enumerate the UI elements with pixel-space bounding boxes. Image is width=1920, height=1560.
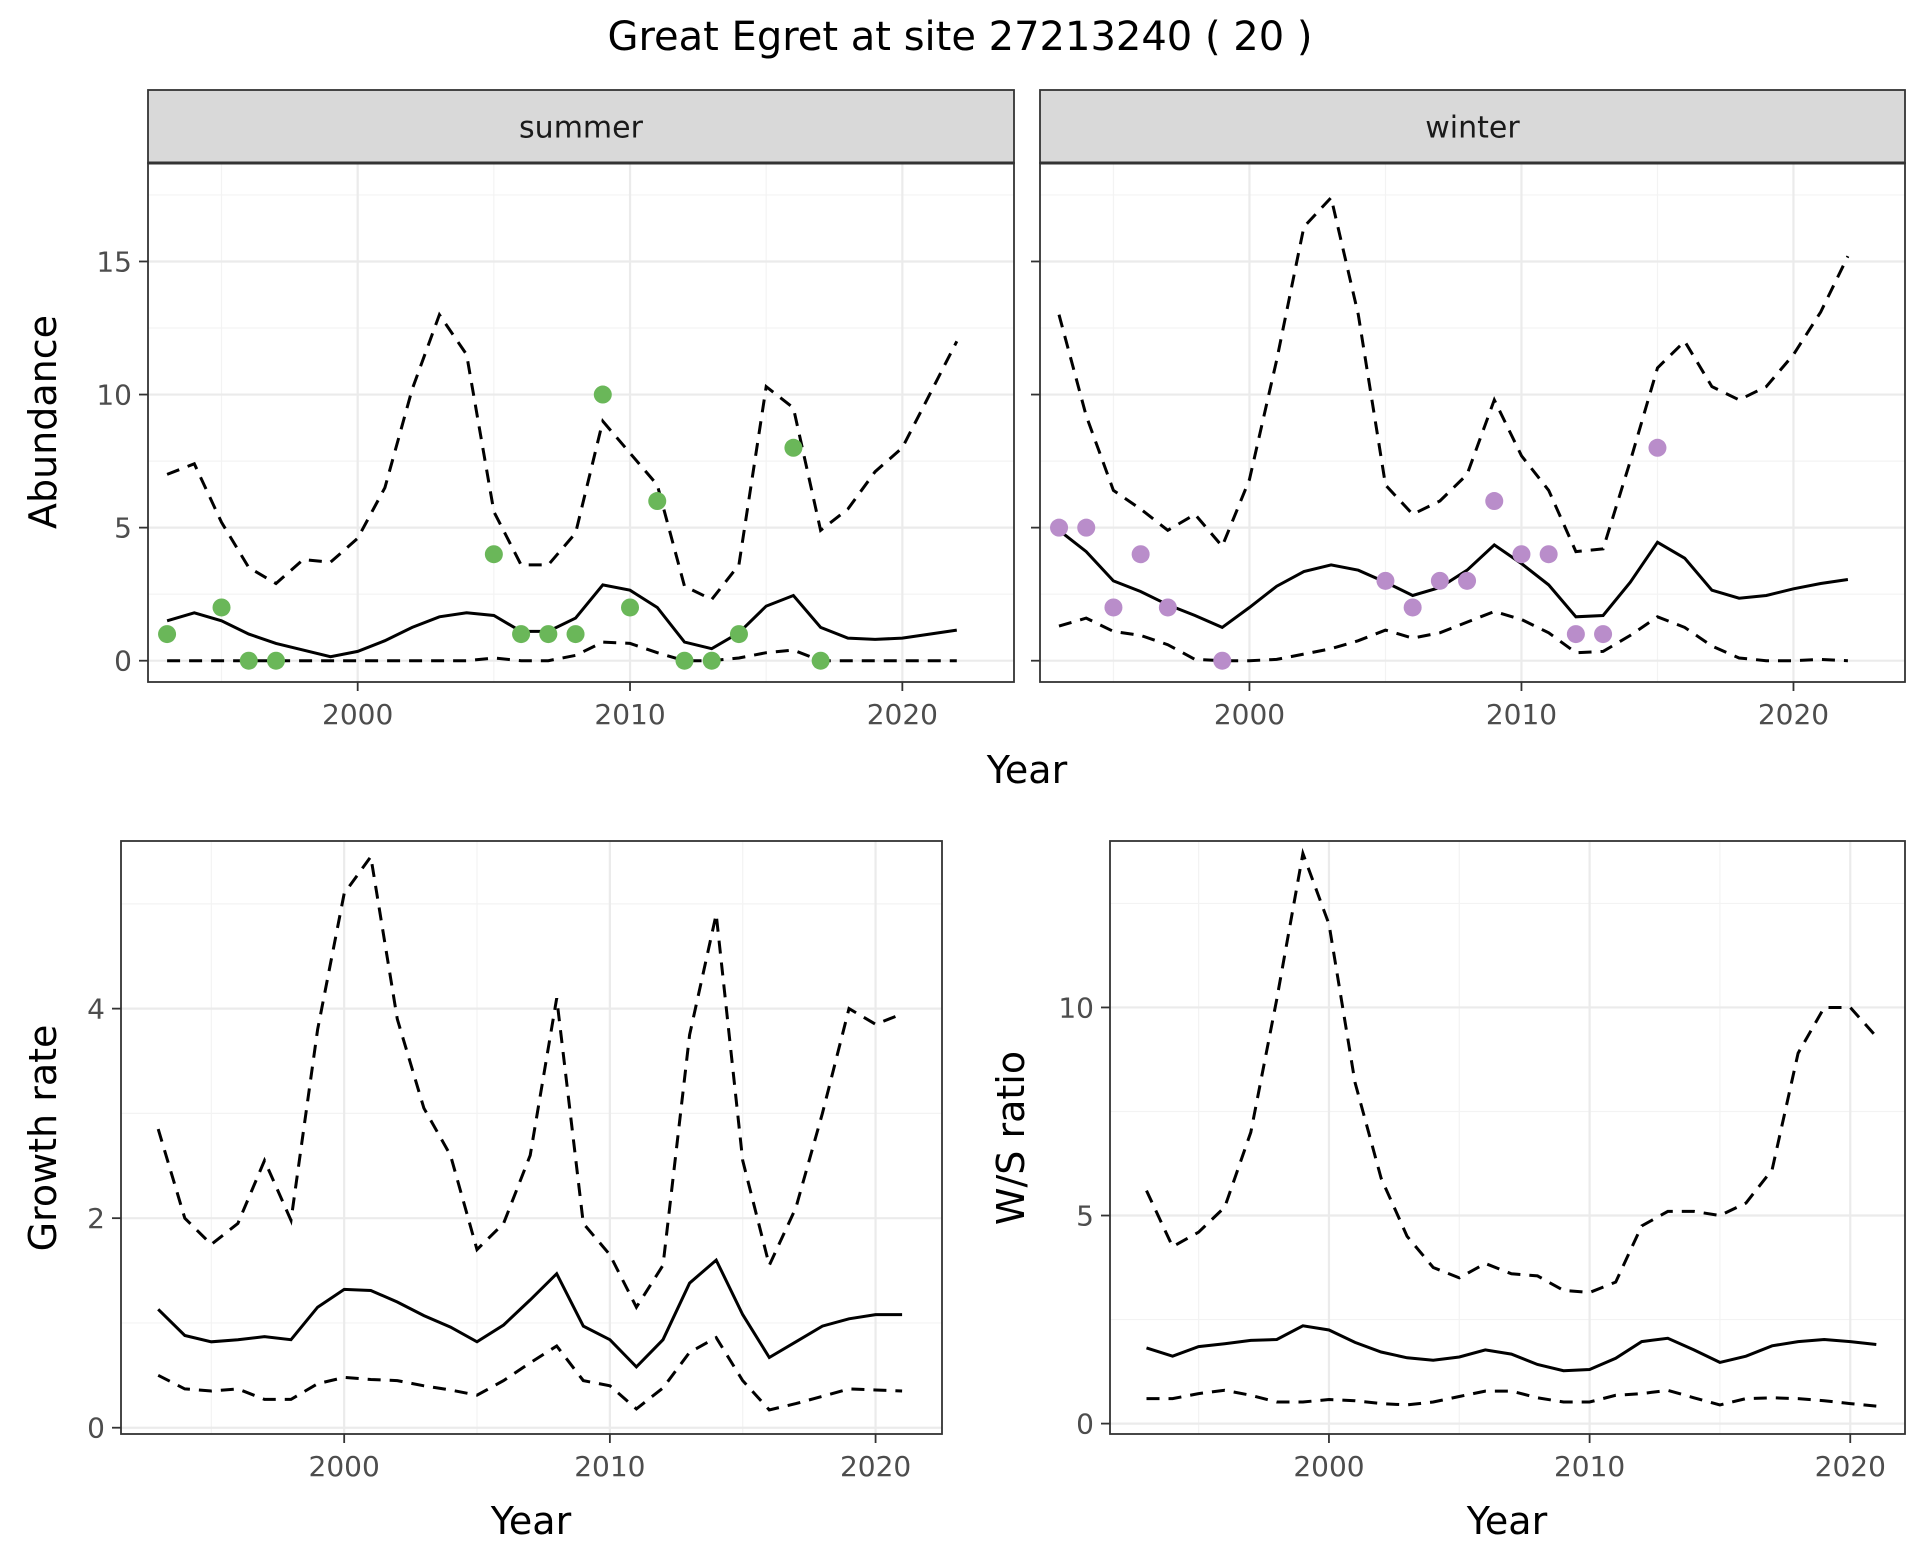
x-tick-label: 2010 xyxy=(594,698,665,731)
data-point xyxy=(1594,625,1613,644)
data-point xyxy=(212,598,231,617)
panel-border xyxy=(120,840,943,1435)
data-point xyxy=(1430,571,1449,590)
data-point xyxy=(1485,492,1504,511)
data-point xyxy=(1213,651,1232,670)
data-point xyxy=(1458,571,1477,590)
series-line-mean xyxy=(157,1257,903,1370)
y-axis-title: W/S ratio xyxy=(989,1051,1033,1225)
series-line-lower xyxy=(1058,609,1848,663)
data-point xyxy=(1158,598,1177,617)
data-point xyxy=(1539,545,1558,564)
data-point xyxy=(1077,518,1096,537)
y-tick-label: 15 xyxy=(96,245,132,278)
panel-abundance-summer: summer 2000 2010 2020 0 5 10 15 Abundance xyxy=(21,89,1015,731)
x-axis-title: Year xyxy=(490,1499,572,1543)
series-line-upper xyxy=(156,852,903,1311)
x-tick-label: 2000 xyxy=(1293,1450,1364,1483)
data-point xyxy=(702,651,721,670)
data-point xyxy=(621,598,640,617)
data-point xyxy=(1376,571,1395,590)
series-line-mean xyxy=(166,583,958,659)
x-tick-label: 2010 xyxy=(1486,698,1557,731)
data-point xyxy=(566,625,585,644)
series-line-lower xyxy=(157,1335,903,1412)
data-point xyxy=(675,651,694,670)
panel-border xyxy=(1109,840,1906,1435)
data-point xyxy=(1566,625,1585,644)
data-point xyxy=(1050,518,1069,537)
panel-growth-rate: 2000 2010 2020 0 2 4 Growth rate Year xyxy=(21,840,943,1543)
x-tick-label: 2020 xyxy=(1758,698,1829,731)
data-point xyxy=(484,545,503,564)
facet-strip-label: summer xyxy=(519,111,644,146)
facet-strip xyxy=(147,89,1015,164)
data-point xyxy=(539,625,558,644)
series-line-mean xyxy=(1058,529,1849,630)
series-line-upper xyxy=(1145,847,1878,1295)
y-tick-label: 5 xyxy=(1076,1200,1094,1233)
x-tick-label: 2010 xyxy=(1554,1450,1625,1483)
y-tick-label: 4 xyxy=(87,993,105,1026)
data-point xyxy=(1104,598,1123,617)
data-point xyxy=(811,651,830,670)
data-point xyxy=(648,492,667,511)
series-line-upper xyxy=(166,311,959,602)
data-point xyxy=(1403,598,1422,617)
x-axis-title-top: Year xyxy=(986,748,1068,792)
y-tick-label: 0 xyxy=(87,1412,105,1445)
data-point xyxy=(158,625,177,644)
data-point xyxy=(729,625,748,644)
facet-strip xyxy=(1039,89,1906,164)
y-axis-title: Growth rate xyxy=(21,1025,65,1252)
data-point xyxy=(1512,545,1531,564)
series-line-upper xyxy=(1057,194,1850,554)
data-point xyxy=(1131,545,1150,564)
series-line-lower xyxy=(1146,1388,1877,1408)
panel-abundance-winter: winter 2000 2010 2020 xyxy=(1031,89,1906,731)
x-tick-label: 2020 xyxy=(1815,1450,1886,1483)
y-tick-label: 0 xyxy=(1076,1408,1094,1441)
data-point xyxy=(266,651,285,670)
panel-ws-ratio: 2000 2010 2020 0 5 10 W/S ratio Year xyxy=(989,840,1906,1543)
x-tick-label: 2000 xyxy=(1214,698,1285,731)
x-tick-label: 2000 xyxy=(309,1450,380,1483)
facet-strip-label: winter xyxy=(1425,111,1520,146)
data-point xyxy=(239,651,258,670)
series-line-mean xyxy=(1146,1324,1877,1373)
y-tick-label: 5 xyxy=(114,512,132,545)
y-tick-label: 2 xyxy=(87,1202,105,1235)
x-axis-title: Year xyxy=(1466,1499,1548,1543)
y-tick-label: 0 xyxy=(114,645,132,678)
data-point xyxy=(1648,438,1667,457)
x-tick-label: 2010 xyxy=(574,1450,645,1483)
data-point xyxy=(784,438,803,457)
chart-title: Great Egret at site 27213240 ( 20 ) xyxy=(607,14,1312,60)
panel-border xyxy=(147,162,1015,683)
y-axis-title: Abundance xyxy=(21,315,65,529)
y-tick-label: 10 xyxy=(96,379,132,412)
data-point xyxy=(512,625,531,644)
y-tick-label: 10 xyxy=(1058,991,1094,1024)
x-tick-label: 2020 xyxy=(867,698,938,731)
x-tick-label: 2020 xyxy=(840,1450,911,1483)
x-tick-label: 2000 xyxy=(322,698,393,731)
data-point xyxy=(593,385,612,404)
